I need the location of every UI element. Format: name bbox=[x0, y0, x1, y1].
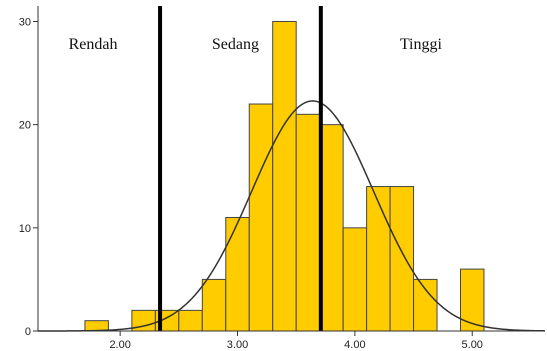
histogram-bar-11 bbox=[342, 227, 368, 332]
axes bbox=[37, 6, 545, 332]
region-label-0: Rendah bbox=[69, 36, 118, 53]
histogram-bar-13 bbox=[389, 186, 415, 332]
x-tick-label: 5.00 bbox=[462, 339, 483, 351]
histogram-bar-8 bbox=[272, 20, 297, 332]
region-label-1: Sedang bbox=[212, 36, 259, 53]
region-labels: Rendah Sedang Tinggi bbox=[69, 36, 443, 53]
histogram-bar-7 bbox=[248, 103, 274, 332]
histogram-bar-14 bbox=[413, 278, 438, 332]
histogram-bar-5 bbox=[201, 278, 227, 332]
histogram-bar-9 bbox=[295, 113, 321, 332]
x-tick-label: 4.00 bbox=[344, 339, 365, 351]
y-tick-label: 30 bbox=[19, 16, 31, 28]
cutoff-lines bbox=[158, 6, 323, 331]
y-tick-label: 10 bbox=[19, 223, 31, 235]
y-tick-label: 0 bbox=[25, 326, 31, 338]
histogram-bar-12 bbox=[366, 186, 391, 332]
tick-marks: 0 10 20 30 2.00 3.00 4.00 5.00 bbox=[19, 16, 483, 351]
y-tick-label: 20 bbox=[19, 120, 31, 132]
histogram-bar-16 bbox=[460, 268, 485, 332]
x-tick-label: 2.00 bbox=[109, 339, 130, 351]
x-tick-label: 3.00 bbox=[227, 339, 248, 351]
histogram-bar-6 bbox=[225, 217, 250, 332]
histogram-bar-4 bbox=[178, 309, 203, 332]
region-label-2: Tinggi bbox=[400, 36, 443, 53]
normal-curve bbox=[38, 100, 546, 332]
histogram-bar-0 bbox=[84, 320, 109, 332]
histogram-bar-10 bbox=[319, 124, 344, 332]
histogram-bars bbox=[84, 20, 485, 332]
